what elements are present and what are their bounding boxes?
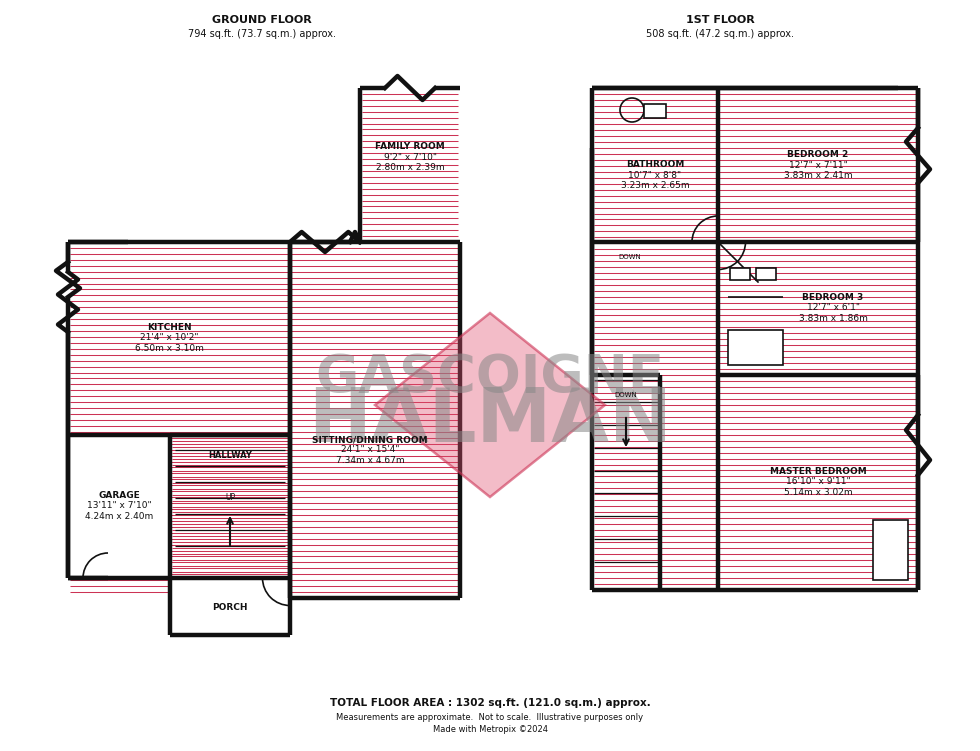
Text: 21'4" x 10'2": 21'4" x 10'2" bbox=[140, 333, 198, 342]
Text: 3.83m x 2.41m: 3.83m x 2.41m bbox=[784, 170, 853, 179]
Text: 13'11" x 7'10": 13'11" x 7'10" bbox=[86, 502, 151, 511]
Bar bbox=[170, 578, 290, 635]
Text: KITCHEN: KITCHEN bbox=[147, 324, 191, 333]
Text: 4.24m x 2.40m: 4.24m x 2.40m bbox=[85, 511, 153, 520]
Text: 2.80m x 2.39m: 2.80m x 2.39m bbox=[375, 162, 444, 171]
Bar bbox=[756, 268, 776, 280]
Text: 3.83m x 1.86m: 3.83m x 1.86m bbox=[799, 314, 867, 323]
Text: Measurements are approximate.  Not to scale.  Illustrative purposes only: Measurements are approximate. Not to sca… bbox=[336, 713, 644, 722]
Text: GARAGE: GARAGE bbox=[98, 491, 140, 500]
Polygon shape bbox=[375, 313, 605, 405]
Text: 7.34m x 4.67m: 7.34m x 4.67m bbox=[336, 456, 405, 465]
Text: DOWN: DOWN bbox=[614, 392, 637, 398]
Polygon shape bbox=[375, 405, 605, 497]
Text: 24'1" x 15'4": 24'1" x 15'4" bbox=[341, 445, 399, 454]
Text: SITTING/DINING ROOM: SITTING/DINING ROOM bbox=[313, 436, 428, 445]
Text: TOTAL FLOOR AREA : 1302 sq.ft. (121.0 sq.m.) approx.: TOTAL FLOOR AREA : 1302 sq.ft. (121.0 sq… bbox=[329, 698, 651, 708]
Text: 6.50m x 3.10m: 6.50m x 3.10m bbox=[134, 343, 204, 352]
Bar bbox=[644, 104, 666, 118]
Text: FAMILY ROOM: FAMILY ROOM bbox=[375, 143, 445, 152]
Text: 508 sq.ft. (47.2 sq.m.) approx.: 508 sq.ft. (47.2 sq.m.) approx. bbox=[646, 29, 794, 39]
Text: 12'7" x 6'1": 12'7" x 6'1" bbox=[807, 303, 859, 312]
Bar bbox=[873, 520, 908, 580]
Text: 16'10" x 9'11": 16'10" x 9'11" bbox=[786, 478, 851, 487]
Bar bbox=[728, 330, 783, 365]
Text: BEDROOM 2: BEDROOM 2 bbox=[787, 150, 849, 159]
Text: 3.23m x 2.65m: 3.23m x 2.65m bbox=[620, 180, 689, 189]
Text: 1ST FLOOR: 1ST FLOOR bbox=[686, 15, 755, 25]
Text: BEDROOM 3: BEDROOM 3 bbox=[803, 294, 863, 303]
Text: HALLWAY: HALLWAY bbox=[208, 451, 252, 460]
Text: MASTER BEDROOM: MASTER BEDROOM bbox=[769, 467, 866, 476]
Bar bbox=[68, 435, 170, 578]
Bar bbox=[730, 268, 750, 280]
Text: GROUND FLOOR: GROUND FLOOR bbox=[212, 15, 312, 25]
Text: 10'7" x 8'8": 10'7" x 8'8" bbox=[628, 170, 681, 179]
Text: UP: UP bbox=[225, 493, 235, 502]
Text: DOWN: DOWN bbox=[618, 254, 641, 260]
Text: 12'7" x 7'11": 12'7" x 7'11" bbox=[789, 161, 848, 170]
Text: BATHROOM: BATHROOM bbox=[626, 161, 684, 170]
Text: 5.14m x 3.02m: 5.14m x 3.02m bbox=[784, 487, 853, 496]
Text: PORCH: PORCH bbox=[213, 604, 248, 613]
Text: Made with Metropix ©2024: Made with Metropix ©2024 bbox=[432, 725, 548, 734]
Text: 9'2" x 7'10": 9'2" x 7'10" bbox=[383, 152, 436, 161]
Text: 794 sq.ft. (73.7 sq.m.) approx.: 794 sq.ft. (73.7 sq.m.) approx. bbox=[188, 29, 336, 39]
Text: HALMAN: HALMAN bbox=[308, 385, 672, 459]
Text: GASCOIGNE: GASCOIGNE bbox=[316, 352, 664, 404]
